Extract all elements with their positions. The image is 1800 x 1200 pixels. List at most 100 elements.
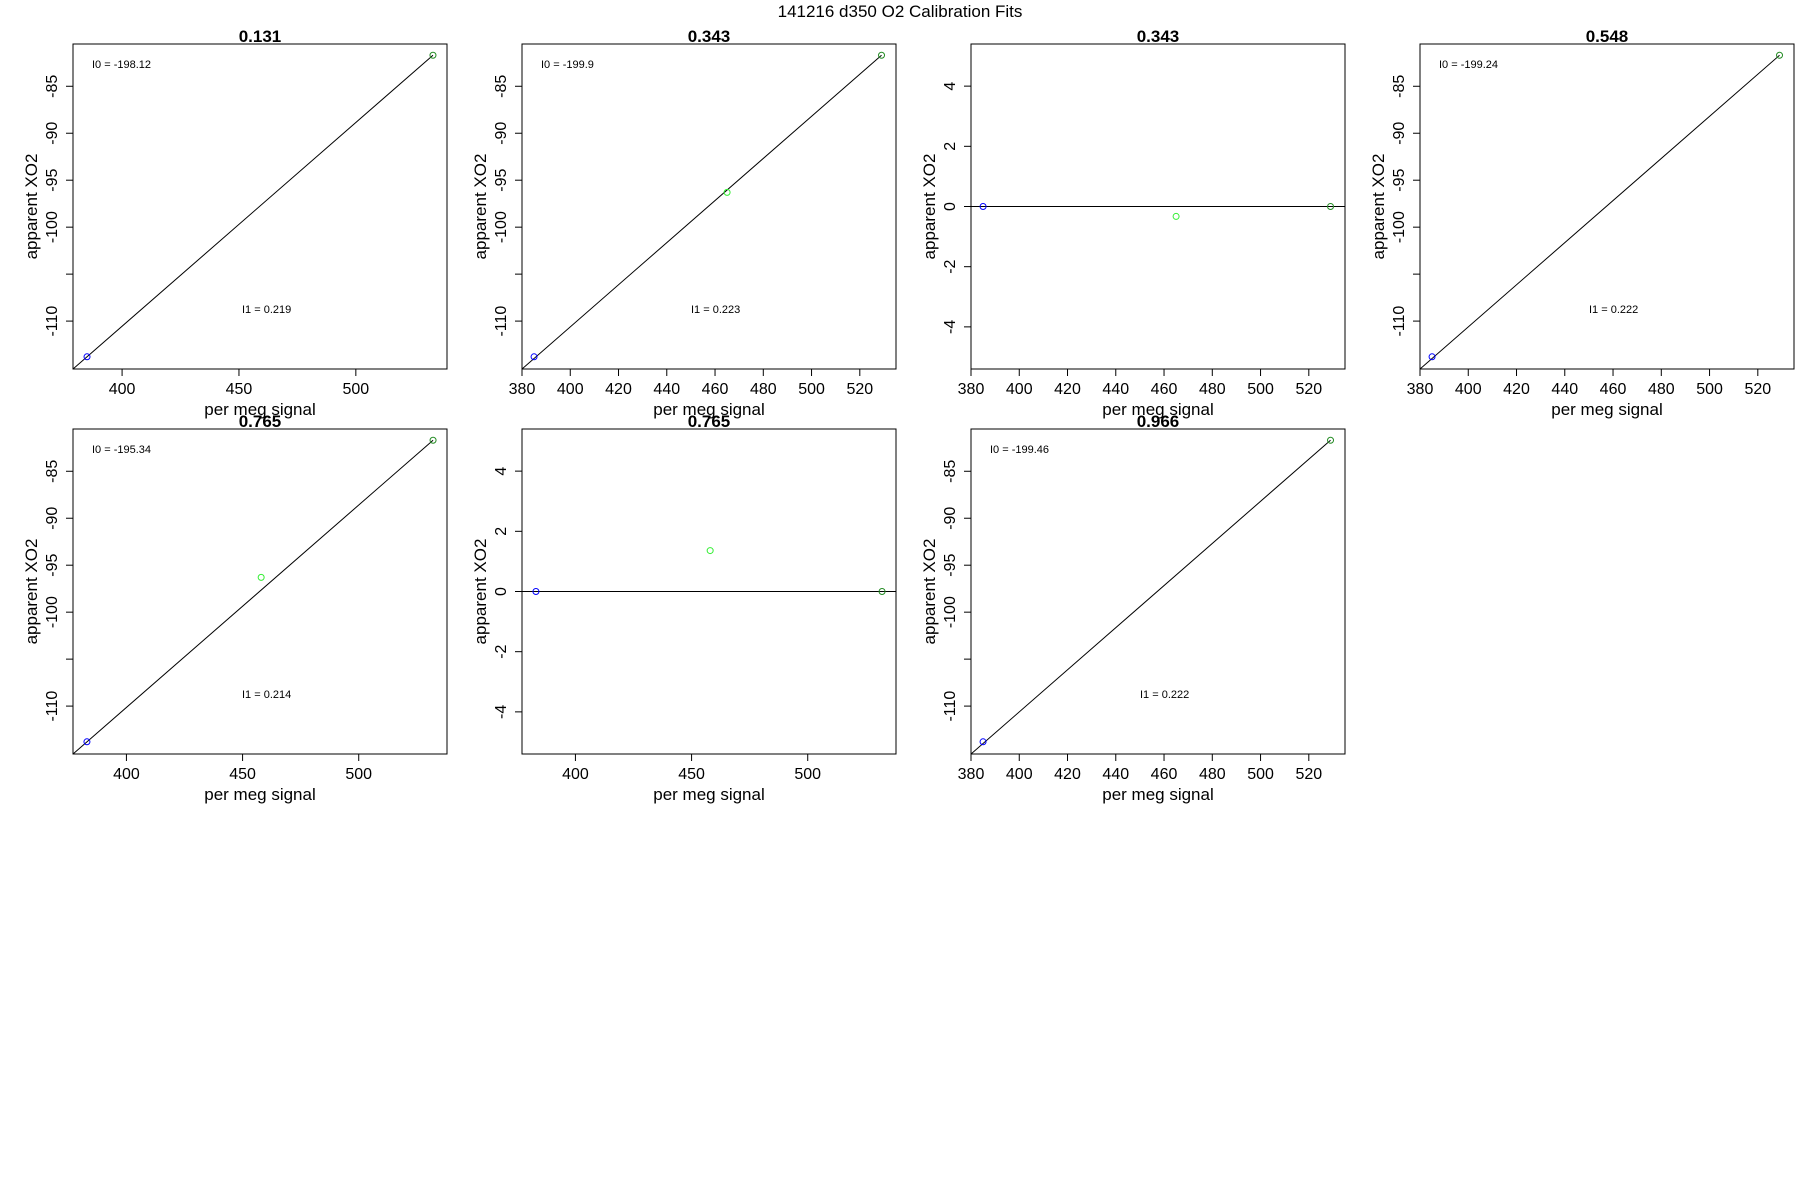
y-tick-label: -2 <box>493 644 510 658</box>
chart-title: 0.131 <box>239 27 282 46</box>
plot-frame <box>1419 43 1795 370</box>
x-tick-label: 520 <box>1295 381 1322 398</box>
y-tick-label: -85 <box>942 460 959 483</box>
y-tick-label: 0 <box>493 587 510 596</box>
x-tick-label: 440 <box>1551 381 1578 398</box>
data-point <box>878 588 886 595</box>
data-point <box>1327 203 1335 210</box>
x-tick-label: 420 <box>1054 381 1081 398</box>
plot-frame <box>970 428 1346 755</box>
chart-title: 0.343 <box>688 27 731 46</box>
y-axis-label: apparent XO2 <box>920 539 939 645</box>
data-point <box>706 547 714 555</box>
y-axis-label: apparent XO2 <box>1369 154 1388 260</box>
x-tick-label: 380 <box>1407 381 1434 398</box>
y-tick-label: -85 <box>44 75 61 98</box>
x-tick-label: 380 <box>958 766 985 783</box>
y-tick-label: -95 <box>1391 169 1408 192</box>
chart-panel-4: 0.548 380 400 420 440 460 480 500 520 per meg sig… <box>1369 27 1795 419</box>
y-tick-label: -110 <box>942 691 959 722</box>
y-tick-label: 2 <box>942 142 959 151</box>
x-tick-label: 500 <box>1247 766 1274 783</box>
y-tick-label: -90 <box>44 507 61 530</box>
y-tick-label: -110 <box>44 306 61 337</box>
x-tick-label: 520 <box>1744 381 1771 398</box>
data-point <box>429 51 437 59</box>
y-axis-label: apparent XO2 <box>471 539 490 645</box>
y-tick-label: -95 <box>44 169 61 192</box>
y-tick-label: -95 <box>493 169 510 192</box>
fit-annotation: I0 = -195.34 <box>92 444 151 456</box>
chart-panel-1: 0.131 400 450 500 per meg signal -110 -100 -95 -… <box>22 27 448 419</box>
plot-frame <box>72 428 448 755</box>
fit-annotation: I0 = -199.9 <box>541 59 594 71</box>
x-axis-label: per meg signal <box>1102 785 1214 804</box>
y-tick-label: -85 <box>493 75 510 98</box>
data-point <box>1172 212 1180 220</box>
x-tick-label: 440 <box>1102 381 1129 398</box>
fit-annotation: I1 = 0.222 <box>1589 304 1638 316</box>
x-axis-label: per meg signal <box>204 785 316 804</box>
x-tick-label: 440 <box>653 381 680 398</box>
y-tick-label: 2 <box>493 527 510 536</box>
data-point <box>1776 51 1784 59</box>
x-tick-label: 520 <box>1295 766 1322 783</box>
x-tick-label: 400 <box>113 766 140 783</box>
y-axis-label: apparent XO2 <box>920 154 939 260</box>
page-title: 141216 d350 O2 Calibration Fits <box>777 2 1023 21</box>
y-tick-label: 4 <box>942 82 959 91</box>
x-tick-label: 520 <box>846 381 873 398</box>
x-tick-label: 420 <box>605 381 632 398</box>
x-axis-label: per meg signal <box>653 400 765 419</box>
fit-line <box>1420 54 1780 369</box>
y-tick-label: -100 <box>942 596 959 628</box>
x-axis-label: per meg signal <box>653 785 765 804</box>
y-tick-label: -110 <box>493 306 510 337</box>
x-tick-label: 420 <box>1054 766 1081 783</box>
y-tick-label: -85 <box>1391 75 1408 98</box>
x-tick-label: 450 <box>678 766 705 783</box>
x-tick-label: 500 <box>1696 381 1723 398</box>
fit-line <box>73 54 434 369</box>
chart-title: 0.343 <box>1137 27 1180 46</box>
y-tick-label: -100 <box>44 596 61 628</box>
data-point <box>257 573 265 581</box>
y-tick-label: -4 <box>493 705 510 719</box>
fit-annotation: I0 = -199.24 <box>1439 59 1498 71</box>
y-tick-label: -90 <box>942 507 959 530</box>
chart-title: 0.765 <box>688 412 731 431</box>
y-tick-label: 0 <box>942 202 959 211</box>
data-point <box>429 436 437 444</box>
data-point <box>878 51 886 59</box>
plot-frame <box>521 43 897 370</box>
x-axis-label: per meg signal <box>1551 400 1663 419</box>
x-tick-label: 460 <box>1151 766 1178 783</box>
data-point <box>979 738 987 746</box>
data-point <box>1327 436 1335 444</box>
x-tick-label: 480 <box>750 381 777 398</box>
y-tick-label: -2 <box>942 259 959 273</box>
x-tick-label: 460 <box>1600 381 1627 398</box>
data-point <box>83 353 91 361</box>
fit-annotation: I1 = 0.214 <box>242 689 291 701</box>
y-axis-label: apparent XO2 <box>22 539 41 645</box>
x-axis-label: per meg signal <box>204 400 316 419</box>
x-tick-label: 400 <box>1006 381 1033 398</box>
y-tick-label: -90 <box>44 122 61 145</box>
x-tick-label: 460 <box>1151 381 1178 398</box>
fit-annotation: I0 = -198.12 <box>92 59 151 71</box>
fit-annotation: I1 = 0.223 <box>691 304 740 316</box>
y-tick-label: -85 <box>44 460 61 483</box>
y-tick-label: -100 <box>493 211 510 243</box>
data-point <box>83 738 91 746</box>
x-tick-label: 480 <box>1199 766 1226 783</box>
fit-line <box>971 439 1331 754</box>
chart-title: 0.548 <box>1586 27 1629 46</box>
data-point <box>530 353 538 361</box>
x-tick-label: 480 <box>1648 381 1675 398</box>
x-tick-label: 380 <box>958 381 985 398</box>
y-tick-label: -90 <box>493 122 510 145</box>
y-tick-label: -110 <box>44 691 61 722</box>
x-tick-label: 440 <box>1102 766 1129 783</box>
